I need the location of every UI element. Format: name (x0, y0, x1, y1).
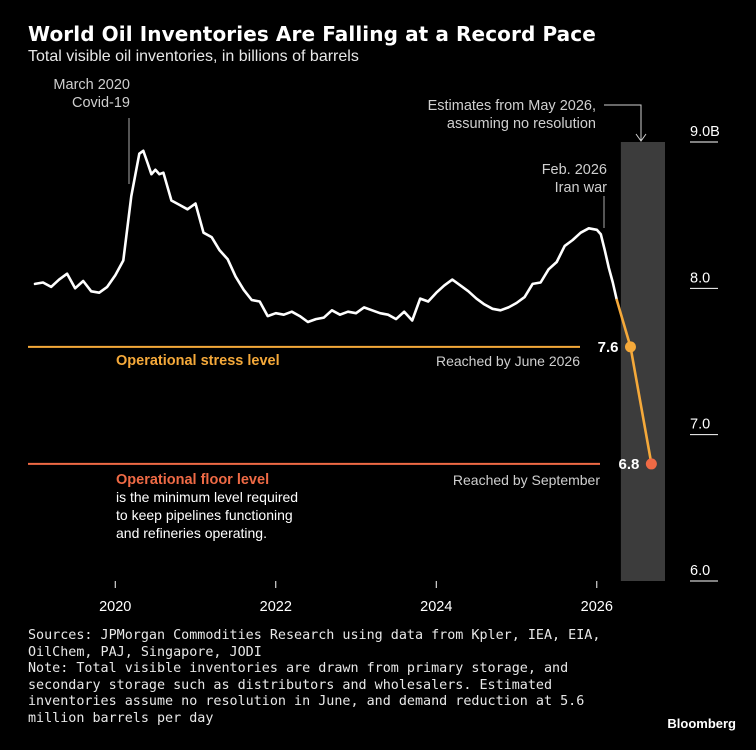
x-tick-label: 2026 (581, 599, 613, 615)
chart-title: World Oil Inventories Are Falling at a R… (28, 22, 596, 46)
x-tick-label: 2022 (260, 599, 292, 615)
estimate-arrow-icon (635, 133, 647, 142)
chart-svg: Operational stress level Reached by June … (28, 77, 720, 615)
floor-level-description: is the minimum level required (116, 489, 298, 505)
chart-subtitle: Total visible oil inventories, in billio… (28, 48, 359, 65)
floor-level-description: to keep pipelines functioning (116, 507, 293, 523)
x-tick-label: 2024 (420, 599, 452, 615)
forecast-band (620, 142, 665, 581)
estimate-leader-line (604, 104, 642, 140)
iran-war-annotation: Feb. 2026 (542, 162, 607, 178)
stress-level-note: Reached by June 2026 (436, 353, 580, 369)
sources-note: Sources: JPMorgan Commodities Research u… (28, 628, 601, 726)
covid-annotation: Covid-19 (72, 95, 130, 111)
data-point-label: 6.8 (618, 456, 639, 473)
data-point (624, 341, 636, 353)
y-tick-label: 8.0 (690, 270, 710, 286)
series-line-actual (33, 149, 619, 324)
y-tick-label: 9.0B (690, 124, 720, 140)
bloomberg-logo: Bloomberg (667, 716, 736, 731)
data-point (645, 458, 657, 470)
iran-war-annotation: Iran war (555, 180, 608, 196)
floor-level-label: Operational floor level (116, 472, 269, 488)
x-tick-label: 2020 (99, 599, 131, 615)
y-tick-label: 7.0 (690, 417, 710, 433)
data-point-label: 7.6 (598, 339, 619, 356)
stress-level-label: Operational stress level (116, 353, 280, 369)
estimate-annotation: assuming no resolution (447, 116, 596, 132)
floor-level-description: and refineries operating. (116, 525, 267, 541)
floor-level-note: Reached by September (453, 472, 600, 488)
y-tick-label: 6.0 (690, 563, 710, 579)
estimate-annotation: Estimates from May 2026, (428, 98, 596, 114)
covid-annotation: March 2020 (53, 77, 130, 93)
